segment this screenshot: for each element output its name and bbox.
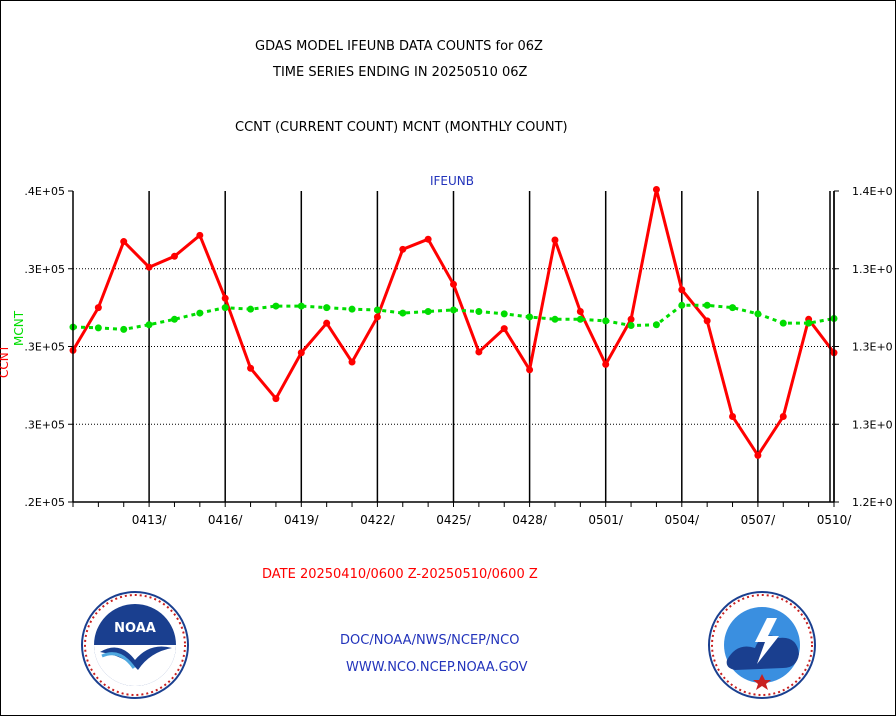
noaa-logo: NOAA <box>81 591 189 699</box>
data-point-mcnt <box>170 315 178 323</box>
data-point-ccnt <box>602 360 610 368</box>
data-point-mcnt <box>297 302 305 310</box>
data-point-mcnt <box>805 319 813 327</box>
data-point-mcnt <box>703 301 711 309</box>
data-point-ccnt <box>703 317 711 325</box>
panel-label: IFEUNB <box>430 174 474 188</box>
data-point-ccnt <box>399 245 407 253</box>
data-point-mcnt <box>576 315 584 323</box>
x-tick-label: 0501/ <box>588 513 624 527</box>
data-point-ccnt <box>348 358 356 366</box>
data-point-ccnt <box>729 412 737 420</box>
org-text: DOC/NOAA/NWS/NCEP/NCO <box>340 633 520 648</box>
grid <box>73 191 837 502</box>
data-point-ccnt <box>221 294 229 302</box>
title-line-2: TIME SERIES ENDING IN 20250510 06Z <box>273 65 528 80</box>
data-point-mcnt <box>221 304 229 312</box>
left-y-tick-label: .3E+05 <box>24 341 65 354</box>
data-point-mcnt <box>602 317 610 325</box>
data-point-ccnt <box>323 319 331 327</box>
left-y-tick-label: .3E+05 <box>24 418 65 431</box>
noaa-logo-text: NOAA <box>114 621 156 636</box>
subtitle: CCNT (CURRENT COUNT) MCNT (MONTHLY COUNT… <box>235 120 568 135</box>
data-point-mcnt <box>94 324 102 332</box>
data-point-ccnt <box>627 315 635 323</box>
data-point-mcnt <box>500 310 508 318</box>
data-point-mcnt <box>373 306 381 314</box>
website-url: WWW.NCO.NCEP.NOAA.GOV <box>346 660 528 675</box>
data-point-ccnt <box>526 366 534 374</box>
right-y-tick-label: 1.2E+0 <box>852 496 893 509</box>
ccnt-axis-label: CCNT <box>0 344 11 378</box>
x-tick-label: 0504/ <box>665 513 701 527</box>
mcnt-axis-label: MCNT <box>12 310 26 346</box>
left-y-tick-label: .2E+05 <box>24 496 65 509</box>
left-y-tick-label: .3E+05 <box>24 263 65 276</box>
title-line-1: GDAS MODEL IFEUNB DATA COUNTS for 06Z <box>255 39 543 54</box>
data-point-mcnt <box>551 315 559 323</box>
data-point-ccnt <box>297 349 305 357</box>
x-tick-label: 0416/ <box>208 513 244 527</box>
x-tick-label: 0422/ <box>360 513 396 527</box>
data-point-ccnt <box>145 263 153 271</box>
x-tick-label: 0419/ <box>284 513 320 527</box>
data-point-mcnt <box>627 322 635 330</box>
right-y-tick-label: 1.3E+0 <box>852 341 893 354</box>
data-point-mcnt <box>399 309 407 317</box>
data-point-ccnt <box>450 280 457 288</box>
data-point-ccnt <box>170 252 178 260</box>
x-tick-label: 0507/ <box>741 513 777 527</box>
axes: 0413/0416/0419/0422/0425/0428/0501/0504/… <box>24 185 892 527</box>
date-range: DATE 20250410/0600 Z-20250510/0600 Z <box>262 567 538 582</box>
data-point-ccnt <box>272 395 280 403</box>
data-point-ccnt <box>373 313 381 321</box>
nws-logo <box>708 591 816 699</box>
data-point-mcnt <box>196 309 204 317</box>
data-point-mcnt <box>729 304 737 312</box>
data-point-mcnt <box>779 319 787 327</box>
data-point-ccnt <box>94 304 102 312</box>
right-y-tick-label: 1.3E+0 <box>852 263 893 276</box>
left-y-tick-label: .4E+05 <box>24 185 65 198</box>
data-point-ccnt <box>247 364 255 372</box>
data-point-mcnt <box>348 305 356 313</box>
data-point-mcnt <box>754 310 762 318</box>
data-point-mcnt <box>678 301 686 309</box>
data-point-mcnt <box>272 302 280 310</box>
x-tick-label: 0425/ <box>436 513 472 527</box>
right-y-tick-label: 1.4E+0 <box>852 185 893 198</box>
data-point-mcnt <box>145 321 153 329</box>
data-point-mcnt <box>323 304 331 312</box>
data-point-ccnt <box>196 231 204 239</box>
data-point-ccnt <box>678 286 686 294</box>
data-point-mcnt <box>424 308 432 316</box>
data-point-ccnt <box>551 236 559 244</box>
data-point-mcnt <box>120 325 128 333</box>
data-point-ccnt <box>120 238 128 246</box>
data-point-ccnt <box>475 348 483 356</box>
data-point-ccnt <box>754 451 762 459</box>
data-point-mcnt <box>247 305 255 313</box>
data-point-mcnt <box>652 321 660 329</box>
data-point-ccnt <box>500 325 508 333</box>
data-point-ccnt <box>652 185 660 193</box>
series-layer <box>69 185 838 459</box>
data-point-ccnt <box>424 235 432 243</box>
x-tick-label: 0413/ <box>132 513 168 527</box>
data-point-ccnt <box>779 412 787 420</box>
right-y-tick-label: 1.3E+0 <box>852 418 893 431</box>
data-point-mcnt <box>475 308 483 316</box>
data-point-ccnt <box>576 308 584 316</box>
x-tick-label: 0510/ <box>817 513 853 527</box>
data-point-mcnt <box>450 306 457 314</box>
data-point-mcnt <box>526 313 534 321</box>
x-tick-label: 0428/ <box>512 513 548 527</box>
